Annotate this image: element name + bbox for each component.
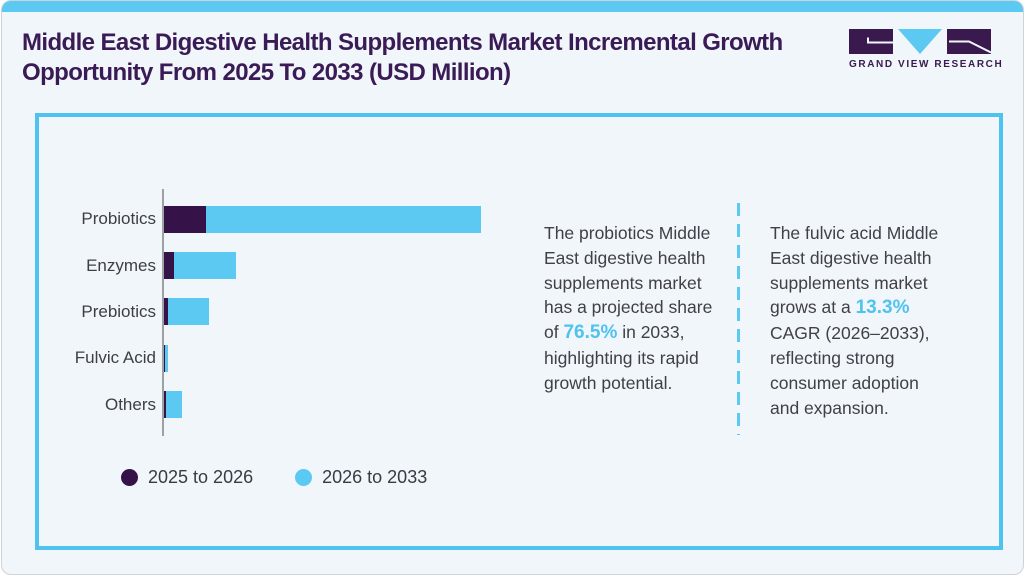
insight-text: The probiotics Middle East digestive hea… (544, 223, 713, 343)
chart-legend: 2025 to 2026 2026 to 2033 (121, 467, 427, 488)
category-label: Probiotics (81, 209, 156, 229)
chart-row-prebiotics: Prebiotics (39, 289, 481, 335)
stacked-bar (164, 344, 168, 372)
bar-segment-2025-to-2026 (164, 298, 168, 326)
gvr-logo-icon (849, 29, 991, 54)
insight-text: in 2033, highlighting its rapid growth p… (544, 322, 699, 393)
logo-wordmark: GRAND VIEW RESEARCH (849, 59, 1004, 70)
y-axis-line (162, 189, 164, 436)
bar-segment-2025-to-2026 (164, 391, 166, 419)
dashed-divider (737, 203, 740, 435)
stacked-bar (164, 298, 209, 326)
stacked-bar (164, 391, 182, 419)
page-title: Middle East Digestive Health Supplements… (22, 29, 783, 86)
top-accent-strip (2, 1, 1023, 12)
category-label: Enzymes (86, 255, 156, 275)
legend-dot-dark-icon (121, 469, 138, 486)
category-label: Others (104, 394, 156, 414)
bar-segment-2026-to-2033 (165, 344, 168, 372)
chart-row-fulvic-acid: Fulvic Acid (39, 335, 481, 381)
bar-segment-2026-to-2033 (174, 252, 236, 280)
bar-segment-2026-to-2033 (166, 391, 182, 419)
bar-chart: Probiotics Enzymes Prebiotics Fulvic Acid Ot… (39, 196, 481, 428)
bar-segment-2025-to-2026 (164, 205, 206, 233)
legend-label: 2025 to 2026 (148, 467, 254, 487)
insight-fulvic-acid: The fulvic acid Middle East digestive he… (770, 221, 952, 420)
bar-segment-2026-to-2033 (206, 205, 481, 233)
stacked-bar (164, 252, 236, 280)
bar-segment-2026-to-2033 (168, 298, 209, 326)
insight-probiotics: The probiotics Middle East digestive hea… (544, 221, 726, 396)
chart-row-enzymes: Enzymes (39, 242, 481, 288)
bar-segment-2025-to-2026 (164, 344, 165, 372)
insight-text: CAGR (2026–2033), reflecting strong cons… (770, 323, 930, 418)
insight-accent-value: 13.3% (855, 297, 910, 319)
legend-item-2026-2033: 2026 to 2033 (295, 467, 427, 488)
chart-card: Probiotics Enzymes Prebiotics Fulvic Acid Ot… (35, 113, 1003, 550)
chart-row-others: Others (39, 382, 481, 428)
stacked-bar (164, 205, 481, 233)
chart-row-probiotics: Probiotics (39, 196, 481, 242)
legend-dot-blue-icon (295, 469, 313, 486)
insight-text: The fulvic acid Middle East digestive he… (770, 223, 939, 318)
insight-accent-value: 76.5% (563, 322, 618, 344)
category-label: Prebiotics (81, 301, 156, 321)
legend-label: 2026 to 2033 (322, 467, 428, 487)
legend-item-2025-2026: 2025 to 2026 (121, 467, 253, 488)
bar-segment-2025-to-2026 (164, 252, 174, 280)
category-label: Fulvic Acid (74, 348, 156, 368)
grand-view-research-logo: GRAND VIEW RESEARCH (849, 29, 1004, 70)
